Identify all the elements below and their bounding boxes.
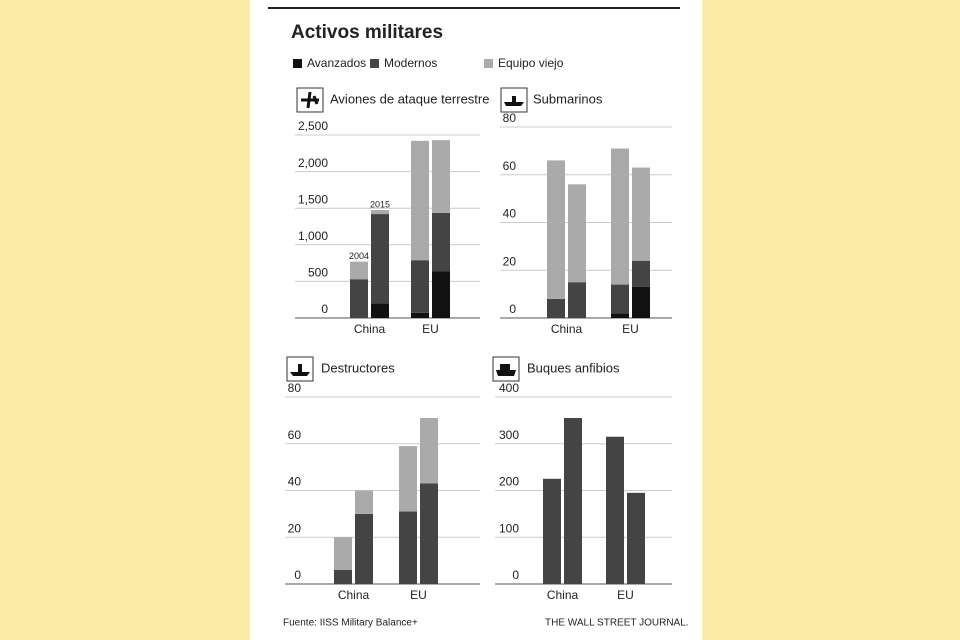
bar-segment	[420, 418, 438, 484]
bar-segment	[399, 446, 417, 512]
panel	[250, 0, 702, 640]
legend-label: Modernos	[384, 56, 437, 70]
x-group-label: EU	[422, 322, 439, 336]
y-tick-label: 0	[294, 568, 301, 582]
bar-segment	[606, 436, 624, 584]
source: Fuente: IISS Military Balance+	[283, 618, 418, 629]
bar-segment	[432, 140, 450, 213]
bar-segment	[371, 303, 389, 318]
bar-segment	[632, 167, 650, 261]
legend-swatch	[484, 59, 493, 68]
title: Activos militares	[291, 22, 443, 43]
panel-title: Submarinos	[533, 91, 603, 106]
bar-segment	[611, 284, 629, 314]
y-tick-label: 200	[499, 475, 519, 489]
bar-segment	[432, 212, 450, 272]
x-group-label: EU	[622, 322, 639, 336]
y-tick-label: 100	[499, 521, 519, 535]
bar-annotation: 2004	[349, 251, 369, 261]
panel-title: Buques anfibios	[527, 360, 620, 375]
bar-annotation: 2015	[370, 199, 390, 209]
bar-segment	[399, 511, 417, 584]
bar-segment	[543, 478, 561, 584]
icon-box	[286, 356, 314, 382]
amphibious-icon	[496, 364, 516, 376]
y-tick-label: 300	[499, 428, 519, 442]
y-tick-label: 1,000	[298, 229, 328, 243]
bar-segment	[411, 140, 429, 261]
bar-segment	[334, 537, 352, 570]
bar-segment	[632, 286, 650, 318]
y-tick-label: 1,500	[298, 192, 328, 206]
y-tick-label: 40	[503, 207, 517, 221]
bar-segment	[564, 418, 582, 584]
icon-box	[492, 356, 520, 382]
bar-segment	[371, 214, 389, 304]
icon-box	[500, 87, 528, 113]
bar-segment	[355, 513, 373, 584]
x-group-label: EU	[410, 588, 427, 602]
y-tick-label: 20	[288, 521, 302, 535]
bar-segment	[411, 312, 429, 318]
y-tick-label: 2,000	[298, 156, 328, 170]
y-tick-label: 20	[503, 254, 517, 268]
x-group-label: China	[551, 322, 583, 336]
y-tick-label: 0	[509, 302, 516, 316]
bar-segment	[632, 260, 650, 287]
y-tick-label: 60	[288, 428, 302, 442]
submarine-icon	[504, 96, 524, 106]
bar-segment	[355, 490, 373, 514]
y-tick-label: 40	[288, 475, 302, 489]
bar-segment	[420, 483, 438, 584]
y-tick-label: 80	[503, 111, 517, 125]
bar-segment	[568, 282, 586, 318]
icons	[286, 87, 528, 382]
bar-segment	[568, 184, 586, 283]
bar-segment	[350, 261, 368, 280]
y-tick-label: 0	[512, 568, 519, 582]
legend-label: Avanzados	[307, 56, 366, 70]
credit: THE WALL STREET JOURNAL.	[545, 618, 689, 629]
legend-swatch	[293, 59, 302, 68]
legend-label: Equipo viejo	[498, 56, 564, 70]
bar-segment	[334, 569, 352, 584]
panel-title: Destructores	[321, 360, 395, 375]
bar-segment	[611, 313, 629, 318]
bar-segment	[611, 148, 629, 285]
icon-box	[296, 87, 324, 113]
y-tick-label: 80	[288, 381, 302, 395]
y-tick-label: 2,500	[298, 119, 328, 133]
x-group-label: China	[354, 322, 386, 336]
bar-segment	[627, 492, 645, 584]
x-group-label: EU	[617, 588, 634, 602]
panel-title: Aviones de ataque terrestre	[330, 91, 489, 106]
y-tick-label: 400	[499, 381, 519, 395]
legend-swatch	[370, 59, 379, 68]
destroyer-icon	[290, 364, 310, 376]
bar-segment	[432, 271, 450, 318]
y-tick-label: 60	[503, 159, 517, 173]
bar-segment	[371, 210, 389, 215]
bar-segment	[350, 279, 368, 318]
x-group-label: China	[547, 588, 579, 602]
bar-segment	[411, 260, 429, 313]
y-tick-label: 500	[308, 266, 328, 280]
plane-icon	[301, 91, 319, 109]
bar-segment	[547, 298, 565, 318]
bar-segment	[547, 160, 565, 299]
y-tick-label: 0	[321, 302, 328, 316]
x-group-label: China	[338, 588, 370, 602]
